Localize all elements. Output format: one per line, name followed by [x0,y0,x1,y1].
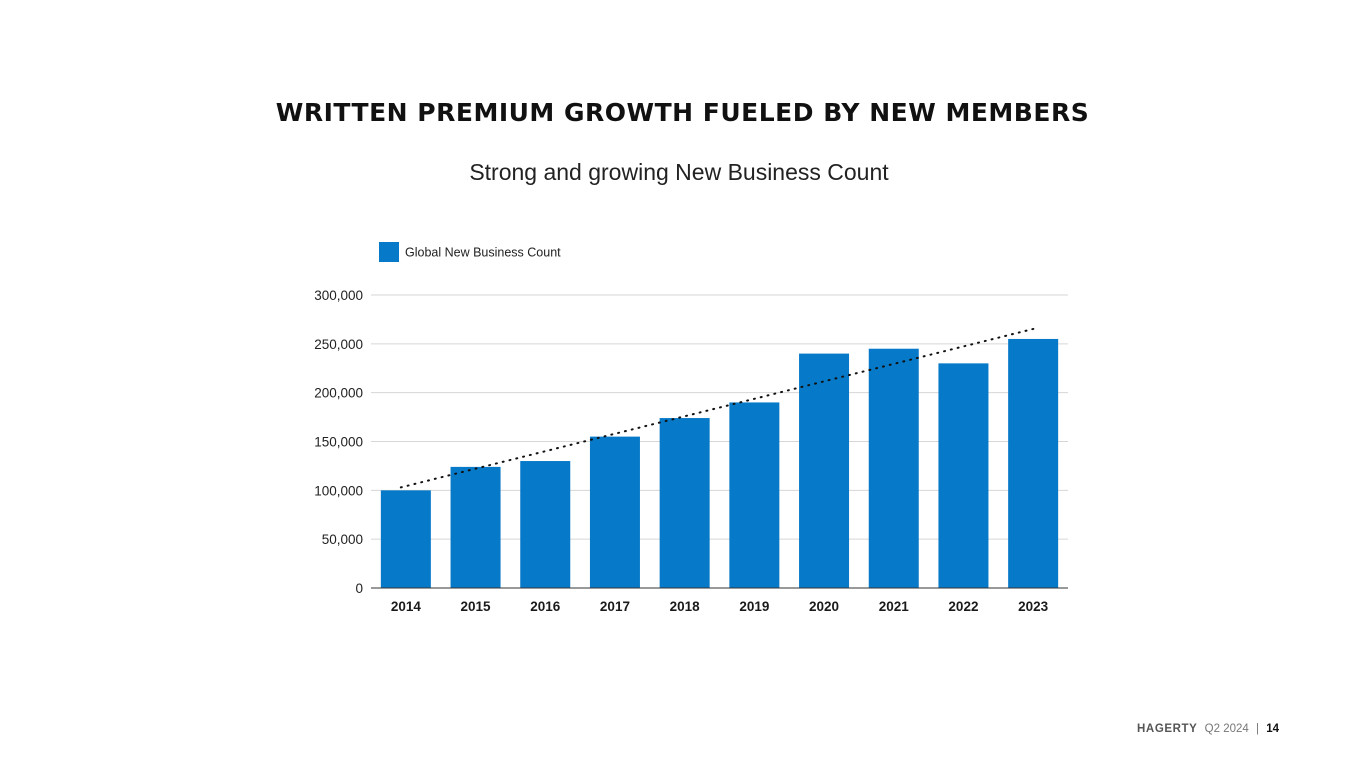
y-tick-label: 150,000 [314,435,363,450]
bar-2023 [1008,338,1059,588]
bar-2014 [380,490,431,588]
bar-2016 [520,461,571,588]
x-tick-label: 2016 [530,599,561,614]
slide-footer: HAGERTY Q2 2024 | 14 [1137,723,1279,735]
trendline-path [399,327,1038,489]
footer-separator: | [1256,723,1259,735]
footer-page-number: 14 [1266,723,1279,735]
y-axis: 0 50,000 100,000 150,000 200,000 250,000 300,0… [314,288,363,596]
bar-2019 [729,402,780,588]
legend-swatch [379,242,399,262]
x-tick-label: 2022 [948,599,978,614]
y-tick-label: 0 [355,581,363,596]
y-tick-label: 100,000 [314,483,363,498]
chart-subtitle: Strong and growing New Business Count [469,159,889,185]
bars [380,338,1059,588]
footer-period: Q2 2024 [1204,723,1249,735]
bar-2018 [659,418,710,588]
y-tick-label: 200,000 [314,386,363,401]
x-tick-label: 2020 [809,599,839,614]
x-tick-label: 2018 [670,599,701,614]
y-tick-label: 50,000 [322,532,363,547]
chart-legend: Global New Business Count [379,242,561,262]
bar-2020 [799,353,850,588]
x-tick-label: 2014 [391,599,422,614]
y-tick-label: 250,000 [314,337,363,352]
x-axis: 2014 2015 2016 2017 2018 2019 2020 2021 2022 2023 [371,587,1068,614]
x-tick-label: 2019 [739,599,769,614]
bar-2015 [450,466,501,588]
bar-2021 [868,348,919,588]
bar-2017 [589,436,640,588]
legend-label: Global New Business Count [405,246,561,260]
x-tick-label: 2015 [461,599,492,614]
footer-brand: HAGERTY [1137,723,1198,735]
y-tick-label: 300,000 [314,288,363,303]
x-tick-label: 2021 [879,599,910,614]
bar-2022 [938,363,989,588]
trendline [399,327,1038,489]
x-tick-label: 2023 [1018,599,1049,614]
x-tick-label: 2017 [600,599,630,614]
slide-headline: WRITTEN PREMIUM GROWTH FUELED BY NEW MEM… [275,98,1090,127]
